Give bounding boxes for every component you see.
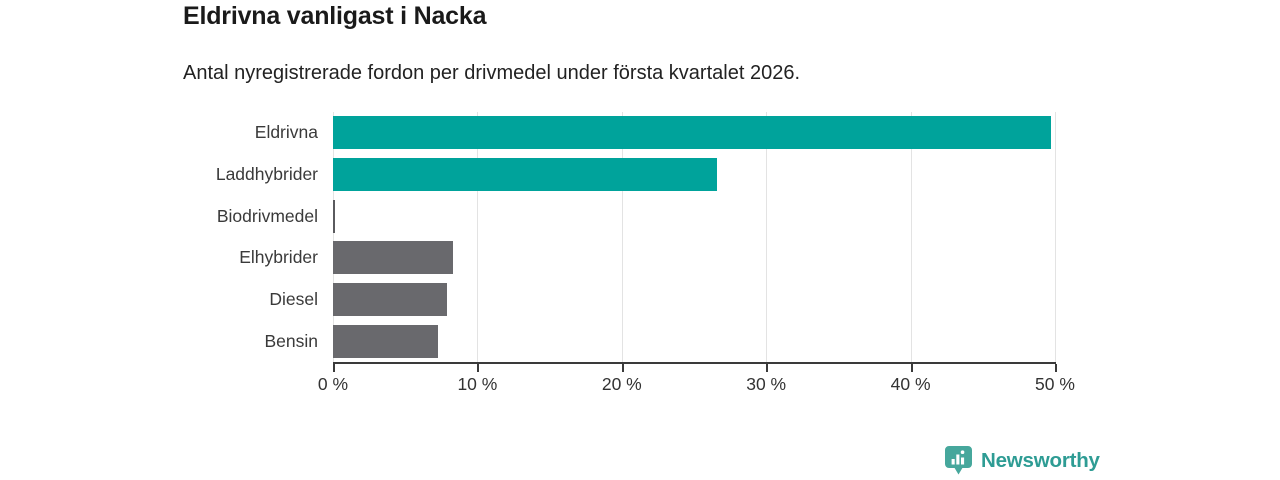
tick-label-30: 30 % (746, 374, 787, 394)
tick-mark-10 (477, 364, 480, 372)
brand-footer: Newsworthy (944, 445, 1100, 476)
gridline-30 (766, 112, 768, 362)
x-axis-line (333, 362, 1056, 364)
bar-laddhybrider (333, 158, 718, 191)
bar-row-biodrivmedel: Biodrivmedel (217, 199, 1057, 233)
category-label-diesel: Diesel (269, 289, 318, 309)
bar-eldrivna (333, 116, 1051, 150)
badge-dot (960, 450, 965, 454)
bar-bensin (333, 324, 439, 358)
category-label-biodrivmedel: Biodrivmedel (216, 205, 318, 226)
tick-label-40: 40 % (890, 374, 931, 394)
category-label-eldrivna: Eldrivna (254, 122, 318, 143)
gridline-10 (477, 112, 479, 362)
bar-row-elhybrider: Elhybrider (239, 241, 1057, 275)
bar-biodrivmedel (333, 199, 335, 233)
plot-area: Eldrivna Laddhybrider Biodrivmedel Elhybrid… (216, 112, 1075, 394)
gridline-0 (333, 112, 334, 362)
chart-title: Eldrivna vanligast i Nacka (183, 2, 487, 30)
brand-name: Newsworthy (981, 448, 1100, 472)
bar-elhybrider (333, 241, 453, 275)
badge-bar-tall (956, 454, 960, 465)
badge-bar-small (951, 459, 955, 465)
gridline-50 (1055, 112, 1056, 362)
tick-mark-50 (1055, 364, 1057, 372)
tick-mark-40 (910, 364, 913, 372)
badge-bar-medium (961, 457, 965, 465)
bar-row-diesel: Diesel (269, 283, 1057, 316)
newsworthy-logo-icon (945, 446, 972, 475)
tick-label-10: 10 % (457, 374, 498, 394)
chart-subtitle: Antal nyregistrerade fordon per drivmede… (183, 62, 801, 84)
tick-label-50: 50 % (1035, 374, 1075, 394)
category-label-elhybrider: Elhybrider (239, 247, 318, 268)
bar-diesel (333, 283, 448, 316)
gridline-20 (621, 112, 623, 362)
tick-label-0: 0 % (317, 374, 349, 394)
category-label-bensin: Bensin (264, 330, 318, 351)
gridline-40 (910, 112, 912, 362)
tick-label-20: 20 % (601, 374, 642, 394)
bar-row-eldrivna: Eldrivna (255, 116, 1057, 150)
bar-row-laddhybrider: Laddhybrider (216, 158, 1057, 191)
bar-row-bensin: Bensin (264, 324, 1057, 358)
tick-mark-0 (333, 364, 335, 372)
category-label-laddhybrider: Laddhybrider (215, 164, 318, 184)
tick-mark-20 (621, 364, 624, 372)
tick-mark-30 (766, 364, 769, 372)
